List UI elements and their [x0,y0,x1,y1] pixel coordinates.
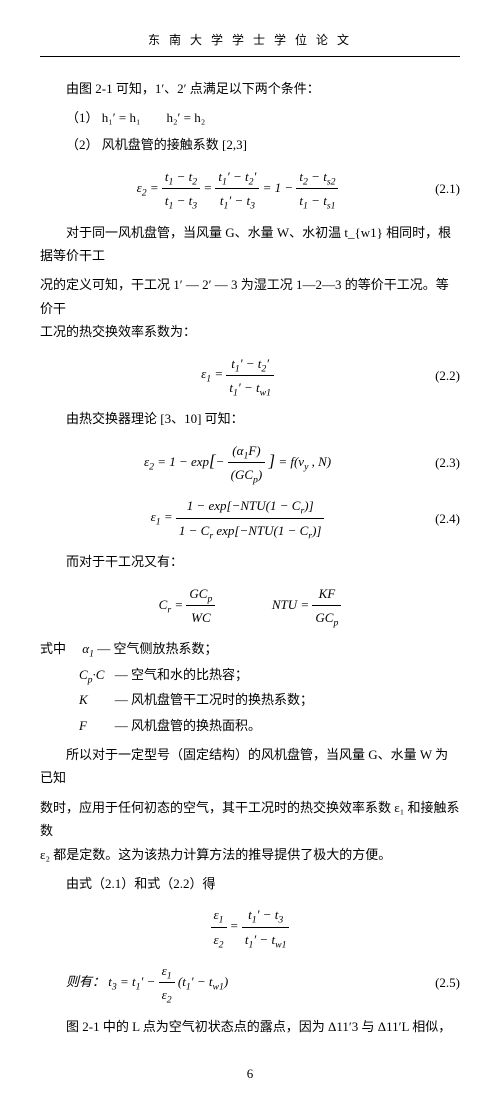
condition-2: （2） 风机盘管的接触系数 [2,3] [66,133,460,156]
where-label: 式中 [40,641,66,656]
where3-symbol: K [79,688,112,711]
equation-cr-ntu: Cr = GCpWC NTU = KFGCp [40,582,460,630]
para3: 由热交换器理论 [3、10] 可知： [40,407,460,430]
para7: 图 2-1 中的 L 点为空气初状态点的露点，因为 Δ11′3 与 Δ11′L … [40,1015,460,1038]
equation-2-1: ε2 = t1 − t2t1 − t3 = t1′ − t2′t1′ − t3 … [40,165,435,213]
para2-line1: 对于同一风机盘管，当风量 G、水量 W、水初温 t_{w1} 相同时，根据等价干… [40,221,460,268]
intro-line: 由图 2-1 可知，1′、2′ 点满足以下两个条件： [40,77,460,100]
where3-text: — 风机盘管干工况时的换热系数； [115,692,313,707]
equation-2-2-number: (2.2) [435,364,460,387]
page-header: 东 南 大 学 学 士 学 位 论 文 [40,30,460,57]
equation-ratio: ε1ε2 = t1′ − t3t1′ − tw1 [40,903,460,951]
where2-symbol: Cp·C [79,663,112,686]
equation-2-4-number: (2.4) [435,507,460,530]
equation-2-5-row: 则有： t3 = t1′ − ε1ε2 (t1′ − tw1) (2.5) [40,959,460,1007]
para4: 而对于干工况又有： [40,550,460,573]
where4-text: — 风机盘管的换热面积。 [115,718,261,733]
equation-cr-ntu-row: Cr = GCpWC NTU = KFGCp [40,582,460,630]
para2-line2: 况的定义可知，干工况 1′ — 2′ — 3 为湿工况 1—2—3 的等价干工况… [40,273,460,320]
equation-2-3-number: (2.3) [435,451,460,474]
where-label-line: 式中 α1 — 空气侧放热系数； [40,637,460,660]
where1-symbol: α1 [82,641,94,656]
page-number: 6 [40,1062,460,1085]
equation-2-3: ε2 = 1 − exp[− (α1F)(GCp) ] = f(vy , N) [40,439,435,487]
para2-line3: 工况的热交换效率系数为： [40,320,460,343]
condition-1: （1） h₁′ = h₁ h₂′ = h₂ [66,106,460,129]
where2-line: Cp·C — 空气和水的比热容； [79,663,460,686]
equation-2-5-number: (2.5) [435,971,460,994]
equation-2-1-row: ε2 = t1 − t2t1 − t3 = t1′ − t2′t1′ − t3 … [40,165,460,213]
para5-line3: ε₂ 都是定数。这为该热力计算方法的推导提供了极大的方便。 [40,843,460,866]
where1-text: — 空气侧放热系数； [97,641,217,656]
para6: 由式（2.1）和式（2.2）得 [40,872,460,895]
para5-line1: 所以对于一定型号（固定结构）的风机盘管，当风量 G、水量 W 为已知 [40,743,460,790]
where2-text: — 空气和水的比热容； [115,667,248,682]
equation-2-2: ε1 = t1′ − t2′t1′ − tw1 [40,352,435,400]
equation-2-2-row: ε1 = t1′ − t2′t1′ − tw1 (2.2) [40,352,460,400]
equation-2-1-number: (2.1) [435,177,460,200]
para5-line2: 数时，应用于任何初态的空气，其干工况时的热交换效率系数 ε₁ 和接触系数 [40,796,460,843]
equation-2-4-row: ε1 = 1 − exp[−NTU(1 − Cr)] 1 − Cr exp[−N… [40,494,460,542]
where4-line: F — 风机盘管的换热面积。 [79,714,460,737]
equation-2-5: 则有： t3 = t1′ − ε1ε2 (t1′ − tw1) [40,959,435,1007]
equation-2-4: ε1 = 1 − exp[−NTU(1 − Cr)] 1 − Cr exp[−N… [40,494,435,542]
where4-symbol: F [79,714,112,737]
equation-2-5-label: 则有： [66,974,105,989]
equation-ratio-row: ε1ε2 = t1′ − t3t1′ − tw1 [40,903,460,951]
equation-2-3-row: ε2 = 1 − exp[− (α1F)(GCp) ] = f(vy , N) … [40,439,460,487]
where3-line: K — 风机盘管干工况时的换热系数； [79,688,460,711]
